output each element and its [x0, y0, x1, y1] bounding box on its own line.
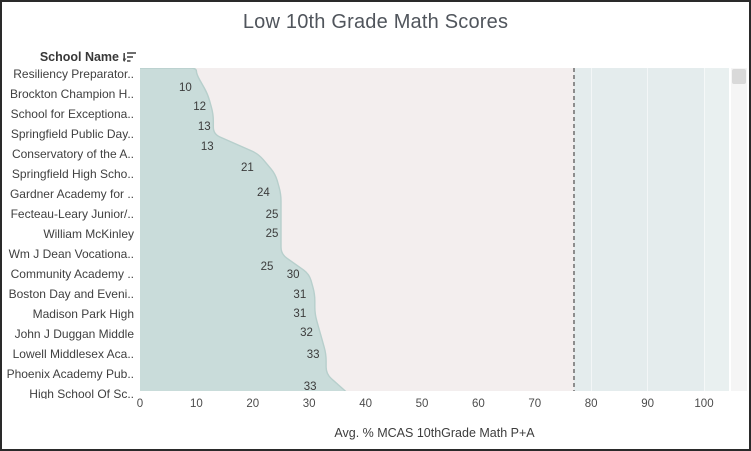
value-label: 33 [306, 349, 320, 361]
reference-band-right-segment [704, 68, 729, 391]
reference-band [574, 68, 729, 391]
x-tick-label: 70 [528, 398, 542, 410]
value-label: 33 [303, 381, 317, 393]
value-label: 10 [178, 82, 192, 94]
row-label-school[interactable]: Springfield Public Day.. [10, 127, 134, 141]
row-label-school[interactable]: Wm J Dean Vocationa.. [8, 247, 134, 261]
row-label-school[interactable]: Boston Day and Eveni.. [8, 287, 134, 301]
vertical-scrollbar-track[interactable] [731, 68, 747, 391]
row-label-school[interactable]: Madison Park High [32, 307, 134, 321]
row-label-school[interactable]: High School Of Sc.. [29, 387, 134, 399]
area-mark[interactable] [140, 68, 729, 391]
x-axis-title: Avg. % MCAS 10thGrade Math P+A [334, 426, 535, 440]
x-tick-label: 10 [189, 398, 203, 410]
column-header-label: School Name [39, 49, 119, 64]
row-label-school[interactable]: William McKinley [43, 227, 134, 241]
row-label-school[interactable]: Brockton Champion H.. [9, 87, 134, 101]
row-label-school[interactable]: Lowell Middlesex Aca.. [12, 347, 134, 361]
value-label: 24 [256, 187, 270, 199]
x-tick-label: 60 [471, 398, 485, 410]
value-label: 25 [265, 228, 279, 240]
row-label-school[interactable]: Springfield High Scho.. [11, 167, 134, 181]
x-tick-label: 50 [415, 398, 429, 410]
row-label-school[interactable]: School for Exceptiona.. [10, 107, 134, 121]
vertical-scrollbar-thumb[interactable] [732, 69, 746, 84]
row-label-school[interactable]: Fecteau-Leary Junior/.. [10, 207, 134, 221]
x-tick-label: 90 [641, 398, 654, 410]
plot-area: 10 12 13 13 21 24 25 25 25 30 31 31 32 33 33 [140, 68, 729, 393]
value-label: 13 [197, 121, 211, 133]
row-label-school[interactable]: Resiliency Preparator.. [13, 67, 134, 81]
value-label: 12 [193, 101, 207, 113]
sort-icon[interactable] [123, 51, 136, 63]
value-label: 30 [286, 269, 300, 281]
chart-title: Low 10th Grade Math Scores [242, 11, 509, 33]
x-tick-label: 0 [136, 398, 144, 410]
row-label-school[interactable]: Phoenix Academy Pub.. [6, 367, 134, 381]
value-label: 32 [300, 327, 313, 339]
row-label-school[interactable]: Community Academy .. [10, 267, 134, 281]
row-label-school[interactable]: Gardner Academy for .. [9, 187, 134, 201]
value-label: 31 [293, 308, 307, 320]
gridline-100 [704, 68, 705, 391]
row-label-school[interactable]: Conservatory of the A.. [11, 147, 134, 161]
value-label: 25 [265, 209, 279, 221]
x-tick-label: 20 [246, 398, 260, 410]
category-axis: Resiliency Preparator.. Brockton Champion… [0, 60, 136, 399]
row-label-school[interactable]: John J Duggan Middle [14, 327, 134, 341]
value-label: 31 [293, 289, 307, 301]
x-tick-label: 40 [359, 398, 372, 410]
value-label: 13 [200, 141, 214, 153]
reference-line [573, 68, 575, 391]
column-header-school-name[interactable]: School Name [0, 48, 136, 65]
value-label: 25 [260, 261, 274, 273]
x-tick-label: 100 [694, 398, 714, 410]
gridline-90 [647, 68, 648, 391]
value-label: 21 [241, 162, 254, 174]
x-tick-label: 30 [302, 398, 316, 410]
gridline-80 [591, 68, 592, 391]
x-tick-label: 80 [584, 398, 598, 410]
